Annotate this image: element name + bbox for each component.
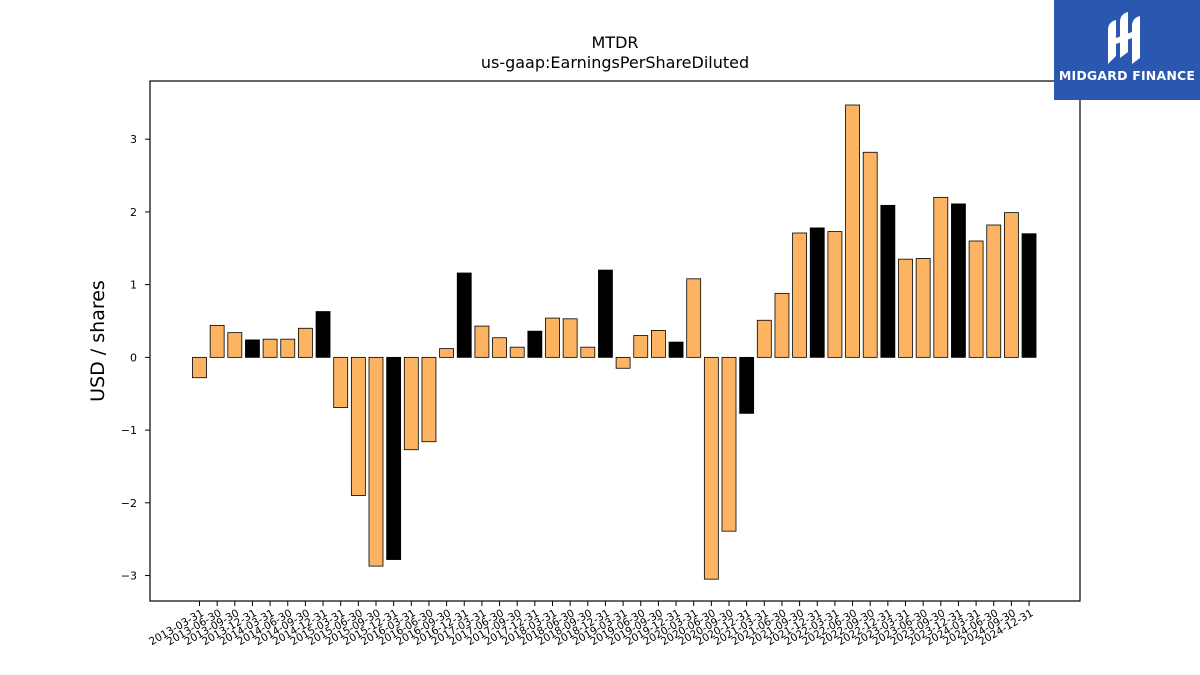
chart-subtitle: us-gaap:EarningsPerShareDiluted: [481, 53, 749, 72]
x-ticks-group: 2013-03-312013-06-302013-09-302013-12-31…: [147, 601, 1036, 648]
bar-2020-06-30: [703, 356, 719, 580]
bar-2019-12-31: [668, 341, 684, 358]
bar-2013-06-30: [209, 324, 225, 358]
bar-2014-03-31: [262, 338, 278, 358]
bar-2020-12-31: [739, 356, 755, 414]
bar-2016-06-30: [421, 356, 437, 443]
bar-2019-03-31: [615, 356, 631, 369]
bar-2022-12-31: [880, 204, 896, 358]
bar-2023-06-30: [915, 258, 931, 358]
bar-2018-06-30: [562, 318, 578, 358]
bar-2022-09-30: [862, 151, 878, 358]
bar-2015-09-30: [368, 356, 384, 567]
bar-2016-03-31: [403, 356, 419, 451]
y-tick-label: 1: [130, 279, 137, 292]
bar-2021-09-30: [792, 232, 807, 358]
y-tick-label: 0: [130, 351, 137, 364]
bar-2013-12-31: [245, 339, 260, 358]
bar-2015-06-30: [350, 356, 366, 496]
bar-2021-03-31: [756, 319, 772, 358]
bar-2021-12-31: [809, 227, 825, 358]
bar-2022-06-30: [845, 104, 860, 358]
bar-2014-09-30: [297, 327, 313, 358]
y-tick-label: 2: [130, 206, 137, 219]
bar-2018-03-31: [545, 317, 560, 358]
brand-logo-text: MIDGARD FINANCE: [1058, 68, 1196, 83]
plot-frame: [149, 80, 1081, 602]
chart-title: MTDR: [591, 33, 638, 52]
bar-2024-03-31: [968, 240, 984, 358]
y-tick-label: −3: [121, 570, 137, 583]
bar-2016-09-30: [439, 348, 455, 358]
bar-2014-12-31: [315, 311, 331, 358]
bar-2018-12-31: [598, 269, 613, 358]
bar-2019-09-30: [651, 330, 666, 358]
bar-2014-06-30: [280, 338, 296, 358]
bar-2023-09-30: [933, 196, 949, 358]
bar-2017-12-31: [527, 330, 543, 358]
y-axis-label: USD / shares: [87, 280, 109, 402]
bar-2021-06-30: [774, 292, 790, 358]
bar-2022-03-31: [827, 231, 843, 358]
bar-2017-06-30: [492, 337, 507, 358]
bar-2024-12-31: [1021, 233, 1037, 358]
bar-2018-09-30: [580, 346, 596, 358]
y-tick-label: 3: [130, 133, 137, 146]
y-tick-label: −2: [121, 497, 137, 510]
bar-2023-03-31: [898, 258, 913, 358]
bar-2016-12-31: [456, 272, 472, 358]
bar-2020-09-30: [721, 356, 737, 532]
bar-2015-03-31: [333, 356, 349, 408]
brand-logo: MIDGARD FINANCE: [1054, 0, 1200, 100]
bar-2017-09-30: [509, 346, 525, 358]
bars-group: [192, 104, 1037, 580]
bar-2013-03-31: [192, 356, 207, 379]
midgard-m-logo-icon: [1108, 12, 1140, 64]
bar-2015-12-31: [386, 356, 402, 560]
bar-2017-03-31: [474, 325, 490, 358]
bar-2024-09-30: [1004, 212, 1019, 358]
bar-2024-06-30: [986, 224, 1002, 358]
bar-2019-06-30: [633, 335, 649, 358]
y-tick-label: −1: [121, 424, 137, 437]
bar-2013-09-30: [227, 332, 243, 358]
bar-2020-03-31: [686, 278, 702, 358]
bar-2023-12-31: [951, 203, 966, 358]
y-ticks-group: −3 −2 −1 0 1 2 3: [121, 133, 150, 583]
